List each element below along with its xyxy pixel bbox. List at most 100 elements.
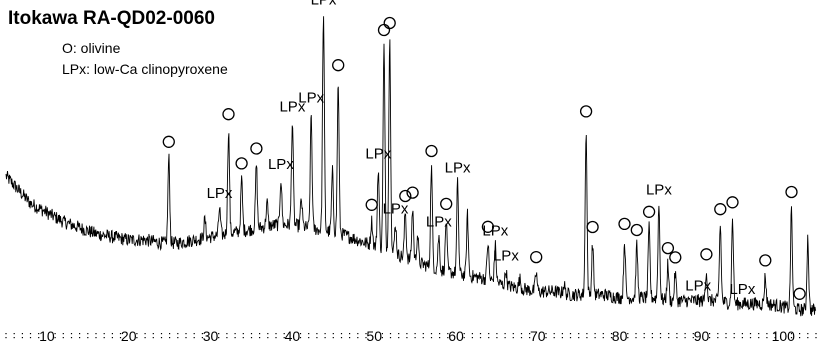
olivine-peak-marker [759, 254, 772, 267]
olivine-peak-marker [661, 241, 675, 255]
olivine-peak-marker [162, 135, 175, 148]
x-tick-label: 60 [448, 328, 464, 344]
x-minor-tick [119, 333, 122, 335]
x-minor-tick [610, 333, 613, 335]
x-tick-label: 50 [366, 328, 382, 344]
x-minor-tick [463, 333, 465, 335]
x-minor-tick [627, 333, 629, 335]
olivine-peak-marker [399, 189, 412, 203]
x-minor-tick [594, 333, 596, 335]
x-minor-tick [160, 337, 163, 339]
x-minor-tick [725, 333, 727, 335]
x-minor-tick [733, 337, 735, 339]
x-minor-tick [553, 333, 555, 335]
olivine-peak-marker [579, 105, 593, 118]
x-minor-tick [349, 337, 351, 339]
x-minor-tick [308, 337, 310, 339]
x-minor-tick [578, 337, 580, 339]
x-minor-tick [267, 333, 269, 335]
x-tick-label: 10 [39, 328, 55, 344]
x-minor-tick [725, 337, 727, 339]
x-minor-tick [406, 333, 408, 335]
lpx-peak-label: LPx [426, 214, 452, 231]
x-minor-tick [684, 333, 686, 335]
x-minor-tick [29, 337, 32, 339]
x-minor-tick [332, 337, 334, 339]
x-minor-tick [790, 337, 793, 339]
x-minor-tick [520, 337, 523, 339]
x-minor-tick [136, 333, 138, 335]
x-minor-tick [389, 333, 392, 335]
x-minor-tick [643, 337, 645, 339]
x-minor-tick [766, 337, 768, 339]
x-minor-tick [308, 333, 310, 335]
x-minor-tick [95, 337, 97, 339]
olivine-peak-marker [250, 142, 263, 155]
x-minor-tick [398, 333, 400, 335]
x-minor-tick [586, 333, 588, 335]
x-minor-tick [471, 333, 473, 335]
x-minor-tick [602, 337, 604, 339]
olivine-peak-marker [332, 59, 345, 72]
x-minor-tick [169, 337, 171, 339]
x-minor-tick [275, 337, 277, 339]
x-minor-tick [512, 337, 514, 339]
x-minor-tick [365, 337, 367, 339]
x-minor-tick [13, 333, 15, 335]
x-minor-tick [635, 337, 637, 339]
olivine-peak-marker [726, 196, 739, 209]
x-minor-tick [398, 337, 400, 339]
x-minor-tick [422, 337, 424, 339]
lpx-peak-label: LPx [493, 248, 519, 265]
lpx-peak-label: LPx [729, 281, 755, 298]
x-minor-tick [406, 337, 408, 339]
x-minor-tick [766, 333, 768, 335]
x-minor-tick [414, 337, 416, 339]
x-minor-tick [259, 337, 261, 339]
x-minor-tick [602, 333, 604, 335]
x-minor-tick [152, 333, 154, 335]
x-minor-tick [439, 337, 441, 339]
x-minor-tick [79, 333, 81, 335]
x-minor-tick [749, 333, 752, 335]
x-minor-tick [152, 337, 154, 339]
x-minor-tick [111, 333, 113, 335]
x-minor-tick [586, 337, 588, 339]
lpx-peak-label: LPx [298, 90, 324, 107]
x-minor-tick [594, 337, 596, 339]
x-minor-tick [676, 337, 678, 339]
x-minor-tick [799, 333, 801, 335]
x-minor-tick [512, 333, 514, 335]
x-minor-tick [70, 337, 73, 339]
x-minor-tick [463, 337, 465, 339]
x-minor-tick [340, 333, 343, 335]
x-minor-tick [520, 333, 523, 335]
chart-title: Itokawa RA-QD02-0060 [8, 8, 215, 29]
x-minor-tick [717, 337, 719, 339]
x-minor-tick [815, 337, 817, 339]
olivine-peak-marker [377, 23, 391, 37]
x-minor-tick [439, 333, 441, 335]
x-minor-tick [496, 333, 498, 335]
lpx-peak-label: LPx [383, 201, 409, 218]
x-minor-tick [381, 337, 383, 339]
x-minor-tick [643, 333, 645, 335]
x-minor-tick [627, 337, 629, 339]
lpx-peak-label: LPx [279, 98, 305, 115]
x-minor-tick [87, 337, 89, 339]
x-minor-tick [758, 333, 760, 335]
olivine-peak-marker [383, 16, 396, 30]
x-minor-tick [692, 333, 694, 335]
x-minor-tick [610, 337, 613, 339]
x-minor-tick [250, 333, 253, 335]
olivine-peak-marker [440, 197, 453, 211]
x-minor-tick [389, 337, 392, 339]
x-minor-tick [488, 333, 490, 335]
olivine-peak-marker [222, 108, 235, 121]
x-minor-tick [447, 333, 449, 335]
x-minor-tick [717, 333, 719, 335]
x-minor-tick [299, 333, 302, 335]
x-minor-tick [21, 337, 23, 339]
x-minor-tick [749, 337, 752, 339]
